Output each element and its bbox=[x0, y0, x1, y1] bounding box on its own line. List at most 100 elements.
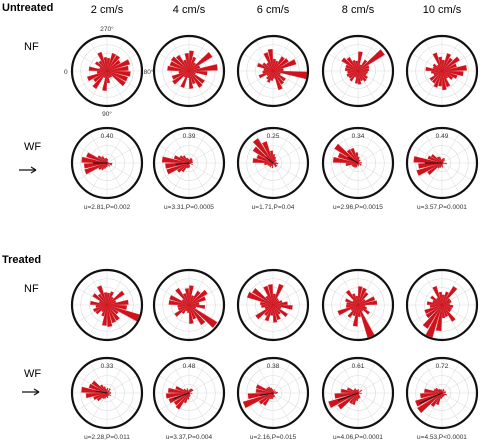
petal-bar bbox=[427, 155, 443, 164]
petal-bar bbox=[441, 304, 446, 319]
stat-caption: u=2.96,P=0.0015 bbox=[333, 204, 383, 211]
r-value-label: 0.49 bbox=[436, 133, 449, 140]
petal-bar bbox=[355, 162, 359, 168]
petal-bar bbox=[183, 59, 190, 72]
grid-spoke bbox=[76, 287, 108, 306]
petal-bar bbox=[441, 70, 449, 79]
grid-spoke bbox=[106, 40, 125, 72]
petal-bar bbox=[90, 300, 108, 306]
petal-bar bbox=[357, 68, 370, 72]
outer-ring bbox=[152, 356, 226, 430]
grid-spoke bbox=[255, 274, 274, 306]
petal-bar bbox=[188, 296, 206, 306]
outer-ring bbox=[405, 268, 479, 342]
grid-spoke bbox=[89, 132, 108, 164]
grid-spoke bbox=[188, 287, 220, 306]
petal-bar bbox=[337, 304, 359, 316]
petal-bar bbox=[357, 286, 363, 306]
grid-spoke bbox=[171, 392, 190, 424]
grid-spoke bbox=[89, 162, 108, 194]
petal-bar bbox=[424, 388, 443, 394]
petal-bar bbox=[180, 70, 190, 88]
petal-bar bbox=[431, 70, 443, 84]
grid-spoke bbox=[106, 362, 125, 394]
grid-spoke bbox=[424, 132, 443, 164]
grid-spoke bbox=[255, 132, 274, 164]
grid-spoke bbox=[106, 375, 138, 394]
petal-bar bbox=[171, 70, 190, 80]
grid-spoke bbox=[272, 304, 304, 323]
mean-vector bbox=[347, 156, 359, 164]
petal-bar bbox=[272, 304, 281, 315]
petal-bar bbox=[272, 60, 279, 72]
petal-bar bbox=[267, 386, 274, 394]
petal-bar bbox=[175, 287, 190, 306]
petal-bar bbox=[93, 70, 108, 83]
grid-spoke bbox=[327, 287, 359, 306]
petal-bar bbox=[432, 66, 443, 72]
grid-spoke bbox=[158, 375, 190, 394]
grid-spoke bbox=[411, 145, 443, 164]
grid-spoke bbox=[357, 304, 376, 336]
polar-panel: 0.49 u=3.57,P=0.0001 bbox=[405, 126, 479, 211]
stat-caption: u=4.06,P=0.0001 bbox=[333, 434, 383, 441]
petal-bar bbox=[266, 387, 274, 394]
grid-spoke bbox=[188, 132, 207, 164]
petal-bar bbox=[167, 387, 190, 394]
petal-bar bbox=[355, 60, 359, 72]
mean-vector bbox=[418, 392, 443, 405]
grid-spoke bbox=[106, 274, 125, 306]
grid-spoke bbox=[242, 145, 274, 164]
petal-bar bbox=[340, 388, 359, 394]
petal-bar bbox=[255, 388, 274, 394]
polar-panel: 0.72 u=4.53,P<0.0001 bbox=[405, 356, 479, 441]
column-header-10cms: 10 cm/s bbox=[423, 4, 462, 16]
outer-ring bbox=[70, 126, 144, 200]
grid-spoke bbox=[158, 392, 190, 411]
grid-spoke bbox=[441, 132, 460, 164]
petal-bar bbox=[425, 304, 443, 319]
petal-bar bbox=[106, 388, 111, 394]
petal-bar bbox=[262, 141, 274, 164]
outer-ring bbox=[236, 268, 310, 342]
petal-bar bbox=[106, 304, 113, 327]
grid-spoke bbox=[441, 392, 473, 411]
petal-bar bbox=[427, 162, 443, 175]
petal-bar bbox=[106, 300, 117, 306]
petal-bar bbox=[272, 304, 282, 310]
petal-bar bbox=[272, 298, 279, 306]
petal-bar bbox=[357, 304, 361, 317]
petal-bar bbox=[166, 162, 190, 175]
petal-bar bbox=[106, 296, 114, 306]
petal-bar bbox=[179, 155, 190, 164]
flow-arrow-icon bbox=[19, 166, 37, 174]
mean-vector bbox=[95, 390, 108, 394]
petal-bar bbox=[272, 59, 297, 72]
grid-spoke bbox=[424, 162, 443, 194]
grid-spoke bbox=[424, 70, 443, 102]
stat-caption: u=2.16,P=0.015 bbox=[250, 434, 297, 441]
grid-spoke bbox=[106, 304, 125, 336]
petal-bar bbox=[98, 60, 108, 72]
petal-bar bbox=[357, 70, 362, 85]
petal-bar bbox=[416, 162, 443, 176]
grid-spoke bbox=[171, 274, 190, 306]
grid-spoke bbox=[158, 304, 190, 323]
grid-spoke bbox=[272, 145, 304, 164]
grid-spoke bbox=[411, 70, 443, 89]
grid-spoke bbox=[357, 70, 389, 89]
grid-spoke bbox=[171, 304, 190, 336]
petal-bar bbox=[106, 70, 110, 84]
grid-spoke bbox=[357, 274, 376, 306]
petal-bar bbox=[435, 304, 443, 332]
grid-spoke bbox=[424, 40, 443, 72]
grid-spoke bbox=[76, 375, 108, 394]
petal-bar bbox=[272, 70, 285, 85]
petal-bar bbox=[432, 52, 443, 72]
petal-bar bbox=[349, 70, 359, 82]
petal-bar bbox=[441, 298, 451, 306]
grid-spoke bbox=[106, 162, 138, 181]
grid-spoke bbox=[411, 304, 443, 323]
petal-bar bbox=[264, 304, 274, 317]
petal-bar bbox=[345, 162, 359, 167]
